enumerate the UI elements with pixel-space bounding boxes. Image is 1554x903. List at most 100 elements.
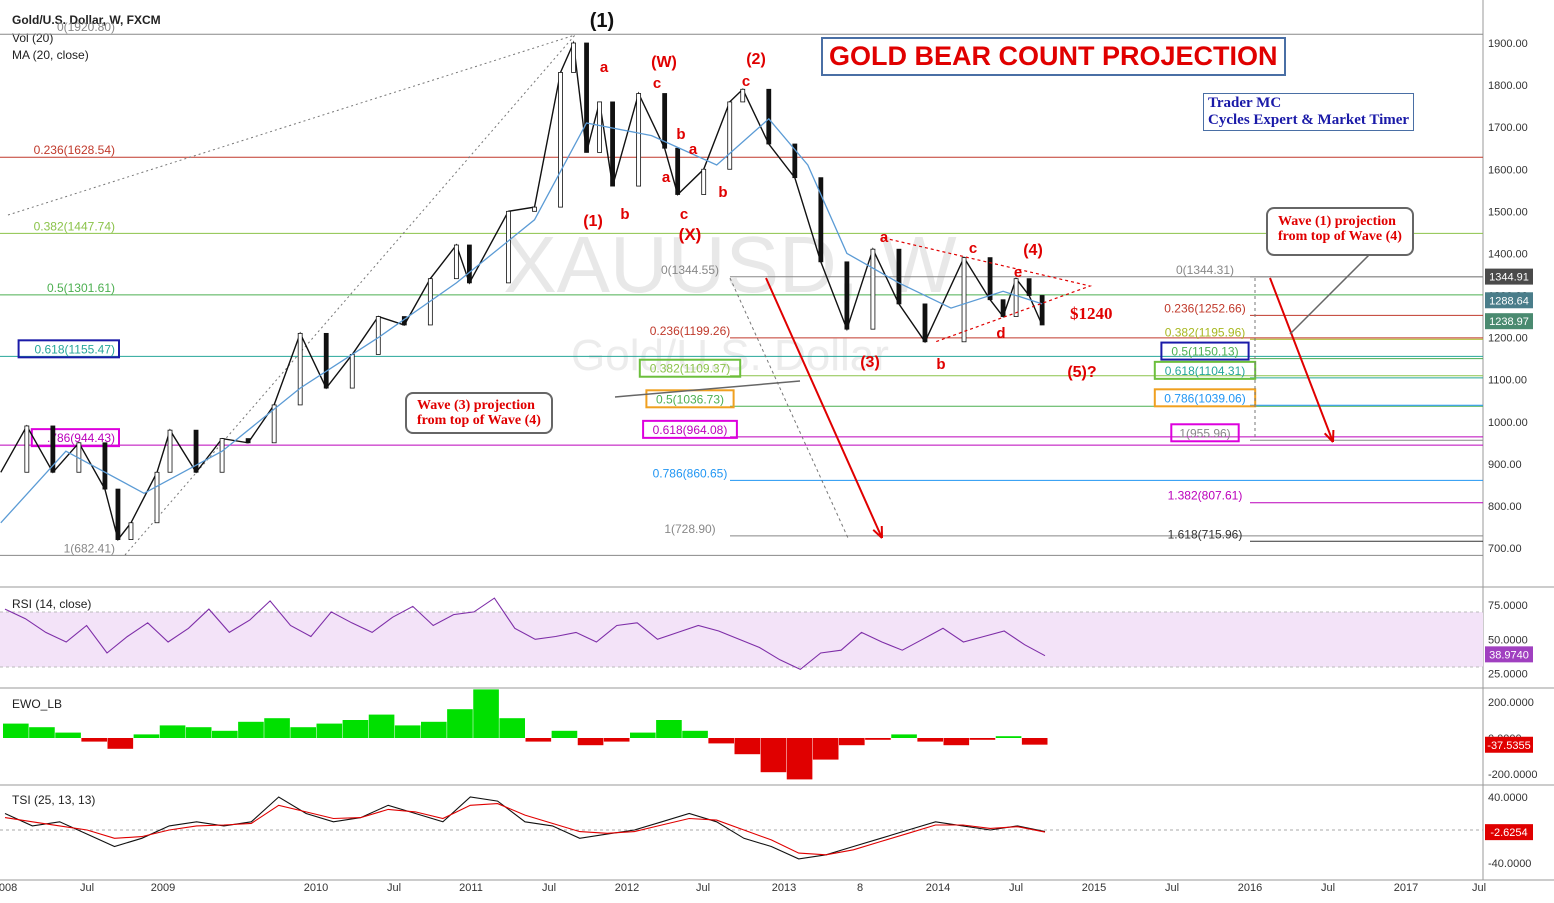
tsi-title: TSI (25, 13, 13) (12, 793, 95, 807)
rsi-axis-tick: 25.0000 (1488, 669, 1528, 681)
price-candle (453, 244, 459, 280)
time-axis-tick: Jul (542, 882, 556, 894)
price-axis-tick: 1600.00 (1488, 164, 1528, 176)
right-fib-label: 0.382(1195.96) (1165, 325, 1246, 339)
ewo-bar (133, 734, 160, 738)
wave1-projection-arrow (1269, 277, 1334, 443)
triangle-pattern (883, 237, 1093, 343)
ewo-bar (55, 732, 81, 738)
rsi-line[interactable] (4, 597, 1046, 671)
price-candle (128, 522, 134, 540)
price-candle (844, 261, 850, 330)
time-axis-tick: Jul (1165, 882, 1179, 894)
left-fib-label: 0.618(1155.47) (34, 342, 115, 356)
wave-label: a (600, 59, 609, 76)
symbol-header: Gold/U.S. Dollar, W, FXCM (12, 13, 161, 27)
wave-label: a (689, 141, 698, 158)
time-axis-tick: 2017 (1394, 882, 1418, 894)
ewo-bar (290, 727, 316, 738)
price-candle (571, 42, 576, 73)
price-candle (323, 332, 329, 389)
wave3-projection-arrow-head (872, 525, 883, 539)
price-candle (740, 88, 746, 103)
mid-fib-label: 0.618(964.08) (653, 423, 728, 437)
time-axis-tick: Jul (1009, 882, 1023, 894)
price-candle (1013, 278, 1019, 317)
watermark-symbol: XAUUSD, W (503, 220, 957, 309)
price-candle (922, 303, 928, 343)
right-fib-label: 1.618(715.96) (1168, 527, 1243, 541)
price-candle (219, 438, 225, 473)
wave-label: b (718, 184, 727, 201)
price-axis-tick: 1200.00 (1488, 333, 1528, 345)
ewo-bar (995, 736, 1022, 738)
wave-label: (X) (679, 225, 702, 244)
tsi-value-label: -2.6254 (1490, 827, 1527, 839)
time-axis-tick: 2009 (151, 882, 175, 894)
ewo-bar (421, 721, 447, 738)
mid-fib-box (638, 358, 742, 378)
ewo-bar (473, 689, 499, 738)
rsi-band (0, 612, 1483, 667)
wave1-callout-line2: from top of Wave (4) (1278, 229, 1402, 244)
price-axis-tick: 1800.00 (1488, 80, 1528, 92)
price-candle (727, 101, 733, 170)
ewo-bar (577, 738, 604, 746)
ewo-bar (499, 718, 525, 738)
ewo-bar (839, 738, 865, 746)
wave-label: (1) (590, 10, 614, 32)
price-axis-tick: 1000.00 (1488, 417, 1528, 429)
ewo-bar (107, 738, 134, 749)
moving-average-line (0, 117, 1043, 524)
wave-label: c (680, 206, 688, 223)
ewo-bar (786, 738, 813, 780)
time-axis-tick: 2012 (615, 882, 639, 894)
wave-label: c (653, 75, 661, 92)
price-axis-tick: 1700.00 (1488, 122, 1528, 134)
wave3-callout-line1: Wave (3) projection (417, 398, 535, 413)
time-axis-tick: 2010 (304, 882, 328, 894)
price-box-label: 1238.97 (1489, 316, 1529, 328)
price-candle (154, 471, 160, 524)
price-axis-tick: 1400.00 (1488, 248, 1528, 260)
tsi-line[interactable] (4, 796, 1046, 860)
time-axis-tick: 2016 (1238, 882, 1262, 894)
fib-diagonal-mid (729, 277, 849, 539)
right-fib-label: 0.618(1104.31) (1165, 364, 1246, 378)
ewo-bar (630, 732, 656, 738)
right-fib-label: 0.236(1252.66) (1164, 301, 1245, 315)
price-candle (792, 143, 798, 179)
ewo-value-label: -37.5355 (1487, 740, 1530, 752)
tsi-value-box (1485, 824, 1533, 841)
tsi-axis-tick: 40.0000 (1488, 792, 1528, 804)
wave-label: (5)? (1067, 364, 1096, 381)
wave-label: b (676, 126, 685, 143)
tsi-axis-tick: -40.0000 (1488, 858, 1531, 870)
left-fib-label: 0.236(1628.54) (34, 143, 115, 157)
time-axis-tick: 2013 (772, 882, 796, 894)
price-candle (50, 425, 56, 473)
price-axis-tick: 1500.00 (1488, 206, 1528, 218)
ewo-bar (708, 738, 734, 744)
right-fib-label: 0.5(1150.13) (1171, 345, 1238, 359)
ewo-bar (760, 738, 787, 773)
price-candle (597, 101, 602, 153)
price-candle (961, 257, 967, 343)
mid-fib-label: 0(1344.55) (661, 263, 719, 277)
wave1-projection-callout[interactable]: Wave (1) projection from top of Wave (4) (1266, 207, 1414, 256)
wave3-projection-callout[interactable]: Wave (3) projection from top of Wave (4) (405, 392, 553, 434)
right-fib-label: 0.786(1039.06) (1164, 391, 1245, 405)
price-candle (193, 429, 199, 473)
ewo-bar (917, 738, 943, 742)
time-axis-tick: 2014 (926, 882, 950, 894)
price-box-label: 1344.91 (1489, 272, 1529, 284)
price-candle (506, 210, 511, 284)
tsi-signal-line (4, 803, 1046, 856)
watermark-name: Gold/U.S. Dollar (571, 331, 889, 380)
price-candle (818, 177, 824, 263)
ewo-bar (734, 738, 761, 755)
price-candle (466, 244, 472, 284)
left-fib-label: 0.382(1447.74) (34, 219, 115, 233)
mid-fib-label: 0.786(860.65) (653, 466, 728, 480)
